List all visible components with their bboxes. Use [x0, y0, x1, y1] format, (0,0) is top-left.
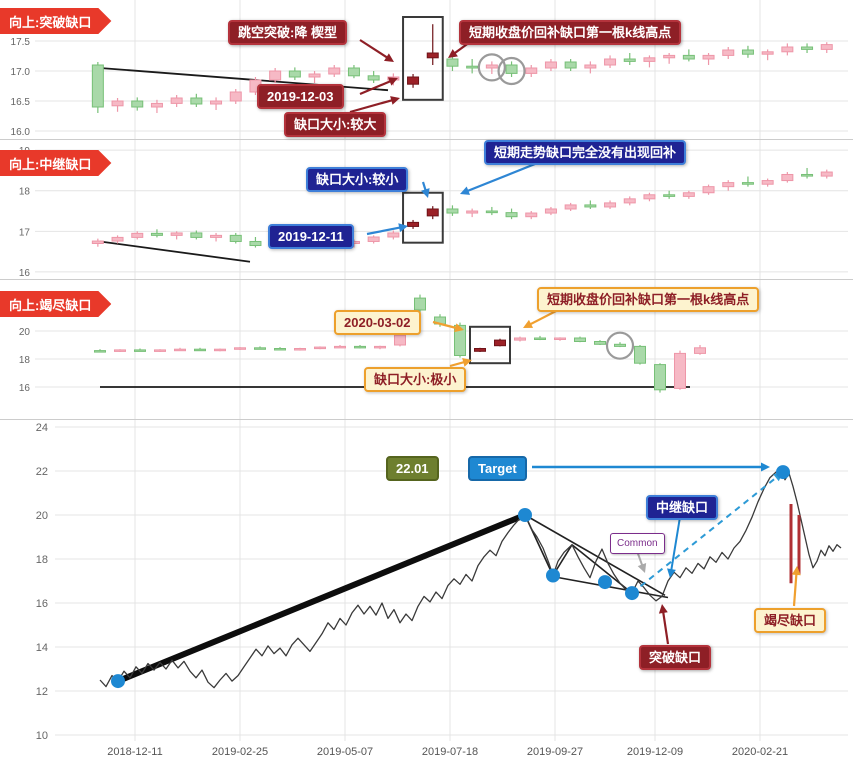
panel-title-runaway: 向上:中继缺口 — [0, 150, 111, 176]
gap-type-label: 跳空突破:降 楔型 — [228, 20, 347, 45]
svg-text:2019-02-25: 2019-02-25 — [212, 746, 268, 758]
svg-text:17.5: 17.5 — [11, 37, 31, 48]
svg-text:2018-12-11: 2018-12-11 — [107, 746, 162, 758]
gap-fill-note: 短期收盘价回补缺口第一根k线高点 — [459, 20, 682, 45]
svg-text:16: 16 — [36, 598, 48, 610]
relay-gap-label: 中继缺口 — [646, 495, 719, 520]
svg-text:22: 22 — [36, 466, 48, 478]
svg-text:20: 20 — [19, 327, 31, 338]
svg-text:12: 12 — [36, 686, 48, 698]
price-line-panel: 24 22 20 18 16 14 12 10 2018-12-11 2019-02-25 2019… — [36, 420, 848, 758]
svg-text:10: 10 — [36, 730, 48, 742]
gap-date-label: 2020-03-02 — [334, 310, 421, 335]
svg-text:18: 18 — [36, 554, 48, 566]
panel-title-breakaway: 向上:突破缺口 — [0, 8, 111, 34]
gap-size-label: 缺口大小:较小 — [306, 167, 409, 192]
panel-title-exhaustion: 向上:竭尽缺口 — [0, 291, 111, 317]
svg-text:16: 16 — [19, 383, 31, 394]
svg-text:14: 14 — [36, 642, 48, 654]
svg-text:17: 17 — [19, 227, 31, 238]
exhaustion-gap-panel: 20 18 16 — [0, 280, 853, 420]
common-gap-label: Common — [610, 533, 665, 554]
runaway-gap-panel: 19181716 — [0, 140, 853, 280]
svg-text:2019-12-09: 2019-12-09 — [627, 746, 683, 758]
gap-fill-note: 短期收盘价回补缺口第一根k线高点 — [537, 287, 760, 312]
svg-text:16: 16 — [19, 268, 31, 279]
svg-text:18: 18 — [19, 187, 31, 198]
svg-text:16.0: 16.0 — [11, 127, 31, 138]
svg-text:17.0: 17.0 — [11, 67, 31, 78]
exhaustion-gap-label: 竭尽缺口 — [754, 608, 827, 633]
svg-text:2019-09-27: 2019-09-27 — [527, 746, 583, 758]
gap-size-label: 缺口大小:极小 — [364, 367, 467, 392]
gap-size-label: 缺口大小:较大 — [284, 112, 387, 137]
no-fill-note: 短期走势缺口完全没有出现回补 — [484, 140, 687, 165]
svg-text:2019-05-07: 2019-05-07 — [317, 746, 373, 758]
gap-date-label: 2019-12-11 — [268, 224, 354, 249]
svg-text:18: 18 — [19, 355, 31, 366]
target-price-badge: 22.01 — [386, 456, 439, 481]
svg-text:2020-02-21: 2020-02-21 — [732, 746, 788, 758]
breakaway-gap-panel: 17.5 17.0 16.5 16.0 — [0, 0, 853, 140]
target-label: Target — [468, 456, 527, 481]
gap-date-label: 2019-12-03 — [257, 84, 344, 109]
svg-text:24: 24 — [36, 422, 48, 434]
svg-text:20: 20 — [36, 510, 48, 522]
svg-text:16.5: 16.5 — [11, 97, 31, 108]
svg-text:2019-07-18: 2019-07-18 — [422, 746, 478, 758]
breakaway-gap-label: 突破缺口 — [639, 645, 712, 670]
